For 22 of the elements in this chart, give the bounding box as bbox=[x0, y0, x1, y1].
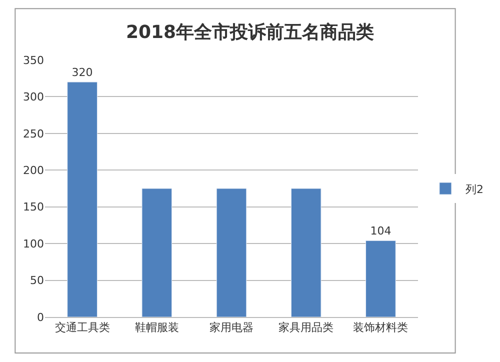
data-label: 104 bbox=[370, 224, 392, 238]
legend-label: 列2 bbox=[465, 182, 484, 196]
y-tick-label: 300 bbox=[23, 90, 44, 104]
x-tick-label: 交通工具类 bbox=[54, 321, 110, 334]
x-tick-label: 鞋帽服装 bbox=[134, 321, 179, 334]
bar bbox=[67, 82, 98, 317]
x-tick-label: 家用电器 bbox=[210, 321, 254, 334]
y-tick-label: 150 bbox=[23, 200, 44, 214]
bar bbox=[216, 188, 247, 317]
chart-title: 2018年全市投诉前五名商品类 bbox=[126, 22, 374, 43]
x-tick-label: 家具用品类 bbox=[278, 321, 334, 334]
y-tick-label: 350 bbox=[23, 54, 44, 67]
bar bbox=[142, 188, 172, 317]
x-tick-label: 装饰材料类 bbox=[353, 321, 408, 334]
y-tick-label: 250 bbox=[23, 127, 44, 140]
y-tick-label: 100 bbox=[23, 237, 44, 250]
y-tick-label: 200 bbox=[23, 164, 44, 177]
y-tick-label: 50 bbox=[30, 274, 44, 288]
bar bbox=[366, 240, 396, 317]
y-tick-label: 0 bbox=[37, 310, 44, 324]
data-label: 320 bbox=[72, 66, 93, 80]
bar bbox=[290, 188, 322, 317]
